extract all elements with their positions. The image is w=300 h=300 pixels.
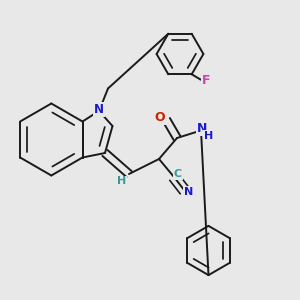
- Text: H: H: [117, 176, 126, 187]
- Text: N: N: [197, 122, 207, 135]
- Text: N: N: [94, 103, 104, 116]
- Text: H: H: [204, 131, 213, 141]
- Text: O: O: [154, 111, 165, 124]
- Text: C: C: [174, 169, 182, 179]
- Text: N: N: [184, 187, 193, 197]
- Text: F: F: [202, 74, 210, 87]
